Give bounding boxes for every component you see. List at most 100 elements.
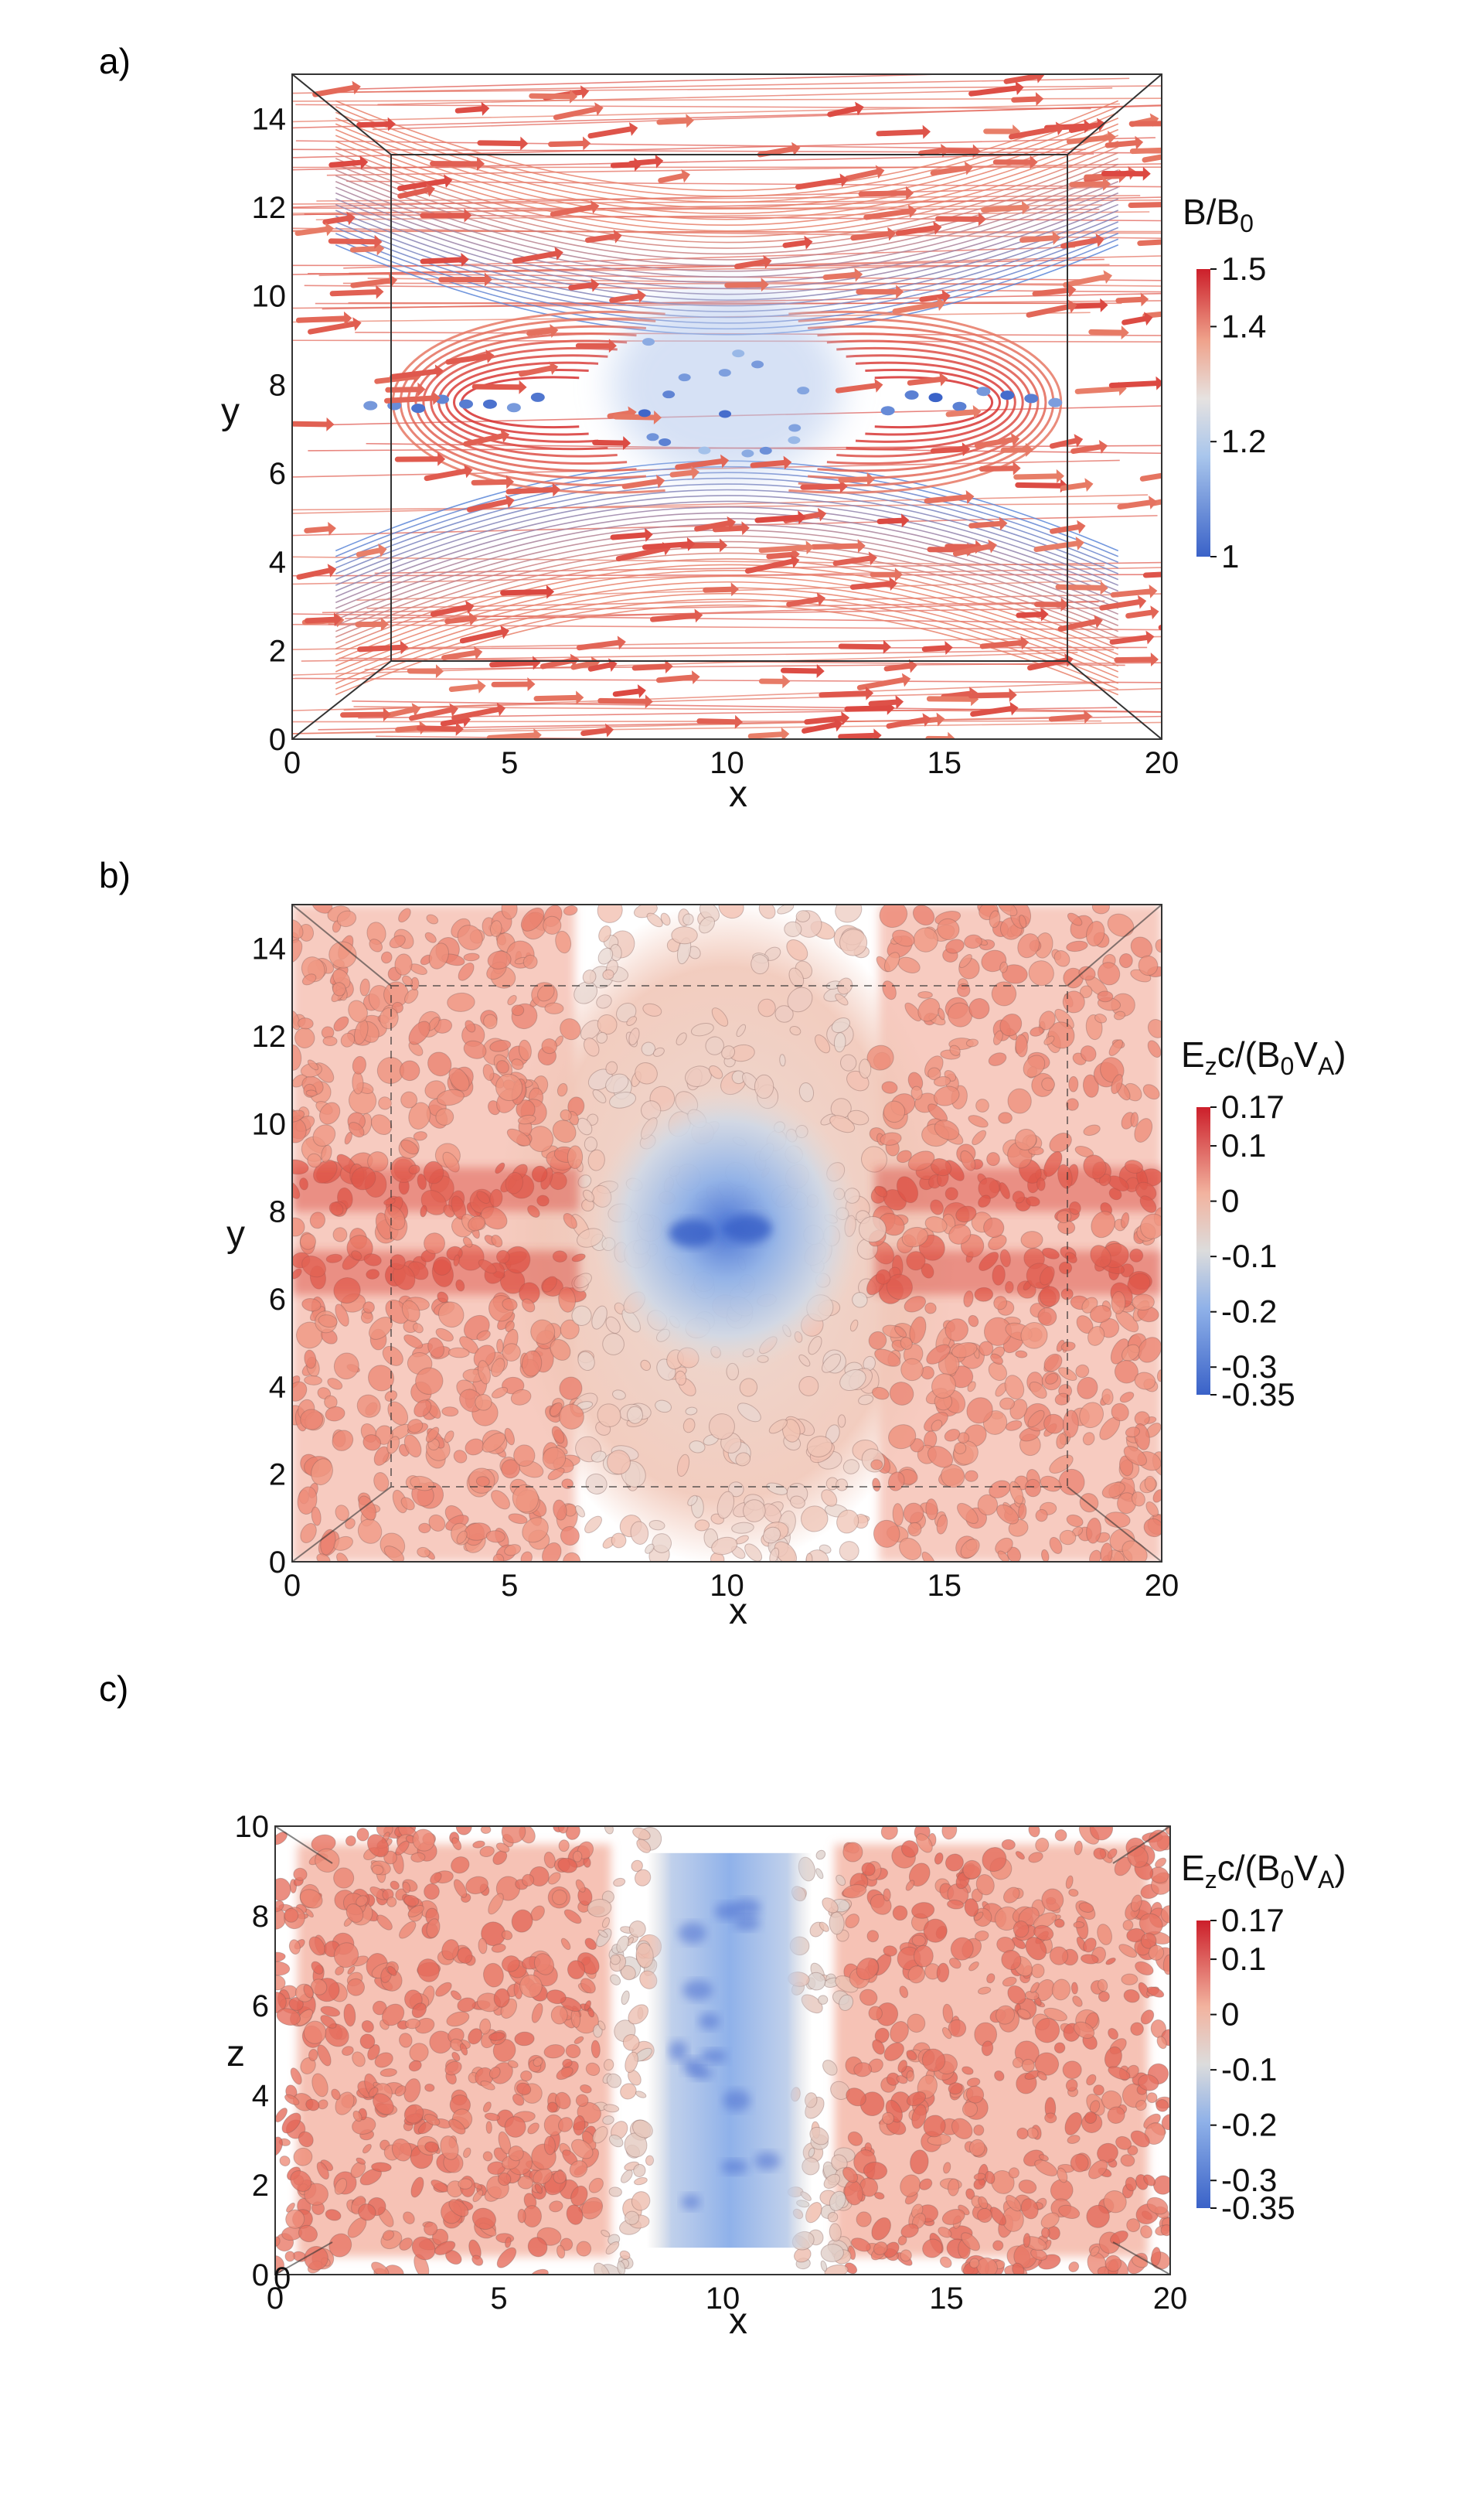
isosurface-blob xyxy=(986,1152,1000,1167)
field-arrow xyxy=(822,271,858,281)
isosurface-blob xyxy=(790,1495,805,1509)
isosurface-blob xyxy=(402,1881,411,1893)
isosurface-blob xyxy=(359,2033,376,2050)
field-arrow xyxy=(441,649,478,661)
field-arrow-head xyxy=(1074,434,1084,448)
colorbar-tick-label: -0.1 xyxy=(1221,2051,1277,2088)
isosurface-blob xyxy=(892,929,915,947)
streamline xyxy=(335,181,1119,272)
isosurface-blob xyxy=(359,978,370,997)
isosurface-blob xyxy=(362,2143,372,2154)
isosurface-blob xyxy=(992,1030,1003,1045)
streamline xyxy=(375,646,1148,649)
isosurface-blob xyxy=(582,970,597,984)
field-arrow-head xyxy=(449,703,458,717)
field-arrow-head xyxy=(343,311,352,325)
field-arrow xyxy=(921,645,948,653)
isosurface-blob xyxy=(408,1041,424,1056)
field-arrow-head xyxy=(500,625,509,639)
isosurface-blob xyxy=(496,2247,517,2268)
isosurface-blob xyxy=(899,1985,909,1999)
isosurface-blob xyxy=(992,2240,1004,2251)
field-arrow xyxy=(800,483,843,490)
isosurface-blob xyxy=(1028,1826,1040,1838)
streamline xyxy=(335,175,1119,267)
isosurface-blob xyxy=(316,2162,329,2180)
isosurface-blob xyxy=(556,1082,568,1097)
isosurface-blob xyxy=(925,1498,938,1521)
isosurface-blob xyxy=(320,2006,341,2017)
isosurface-blob xyxy=(1040,2212,1060,2229)
isosurface-blob xyxy=(624,2210,640,2225)
field-arrow-head xyxy=(1084,119,1092,134)
isosurface-blob xyxy=(574,2036,584,2044)
isosurface-blob xyxy=(1107,913,1135,937)
isosurface-blob xyxy=(1135,1961,1154,1975)
field-arrow xyxy=(849,581,893,590)
isosurface-blob xyxy=(298,2224,318,2243)
field-arrow xyxy=(892,301,941,315)
isosurface-blob xyxy=(362,1434,382,1451)
isosurface-blob xyxy=(310,1978,328,1995)
field-arrow-head xyxy=(988,539,997,554)
isosurface-blob xyxy=(552,1889,567,1906)
isosurface-blob xyxy=(498,2173,512,2186)
isosurface-blob xyxy=(774,1541,798,1562)
isosurface-blob xyxy=(1035,1508,1048,1522)
isosurface-blob xyxy=(400,1091,418,1109)
isosurface-blob xyxy=(907,1522,922,1537)
isosurface-blob xyxy=(1066,1098,1079,1111)
isosurface-blob xyxy=(275,1961,291,1976)
isosurface-blob xyxy=(931,1420,943,1432)
isosurface-blob xyxy=(1043,1413,1065,1434)
field-arrow xyxy=(1050,524,1081,534)
isosurface-blob xyxy=(301,973,317,986)
isosurface-blob xyxy=(961,2232,980,2251)
isosurface-blob xyxy=(1066,940,1088,953)
isosurface-blob xyxy=(552,1120,577,1143)
field-arrow-head xyxy=(857,539,866,554)
streamline xyxy=(367,278,1162,287)
isosurface-blob xyxy=(472,2190,484,2203)
isosurface-blob xyxy=(617,2261,626,2275)
isosurface-blob xyxy=(1148,1829,1170,1852)
field-arrow xyxy=(979,639,1024,649)
isosurface-blob xyxy=(996,1504,1019,1525)
field-arrow-head xyxy=(645,694,653,709)
isosurface-blob xyxy=(1031,1963,1045,1978)
field-arrow-head xyxy=(496,702,506,717)
isosurface-blob xyxy=(1105,1957,1116,1965)
isosurface-blob xyxy=(1108,1039,1123,1056)
field-arrow xyxy=(751,360,764,369)
field-arrow-head xyxy=(1178,234,1186,248)
streamline xyxy=(335,100,1119,192)
isosurface-blob xyxy=(1077,1376,1098,1399)
isosurface-blob xyxy=(560,1525,580,1546)
isosurface-blob xyxy=(1135,2100,1147,2111)
x-tick-label: 0 xyxy=(284,1569,301,1603)
isosurface-blob xyxy=(1001,1839,1016,1850)
streamline xyxy=(336,85,1162,94)
isosurface-blob xyxy=(1007,1985,1026,2005)
field-arrow-head xyxy=(622,436,631,451)
isosurface-blob xyxy=(1041,1077,1056,1091)
isosurface-blob xyxy=(558,2117,574,2132)
isosurface-blob xyxy=(369,939,383,953)
isosurface-blob xyxy=(459,2043,468,2056)
field-arrow-head xyxy=(437,452,446,466)
field-arrow xyxy=(819,690,869,698)
field-arrow xyxy=(350,278,393,288)
field-arrow-head xyxy=(637,289,646,303)
isosurface-blob xyxy=(471,2254,484,2266)
field-arrow xyxy=(656,118,689,125)
isosurface-blob xyxy=(505,1321,515,1333)
isosurface-blob xyxy=(516,2082,532,2095)
isosurface-blob xyxy=(1148,1944,1165,1961)
streamline xyxy=(335,146,1119,237)
isosurface-blob xyxy=(304,2183,328,2206)
isosurface-blob xyxy=(784,921,802,937)
streamline xyxy=(335,152,1119,244)
isosurface-blob xyxy=(1002,964,1028,984)
isosurface-blob xyxy=(830,1098,852,1120)
field-arrow xyxy=(463,433,505,447)
